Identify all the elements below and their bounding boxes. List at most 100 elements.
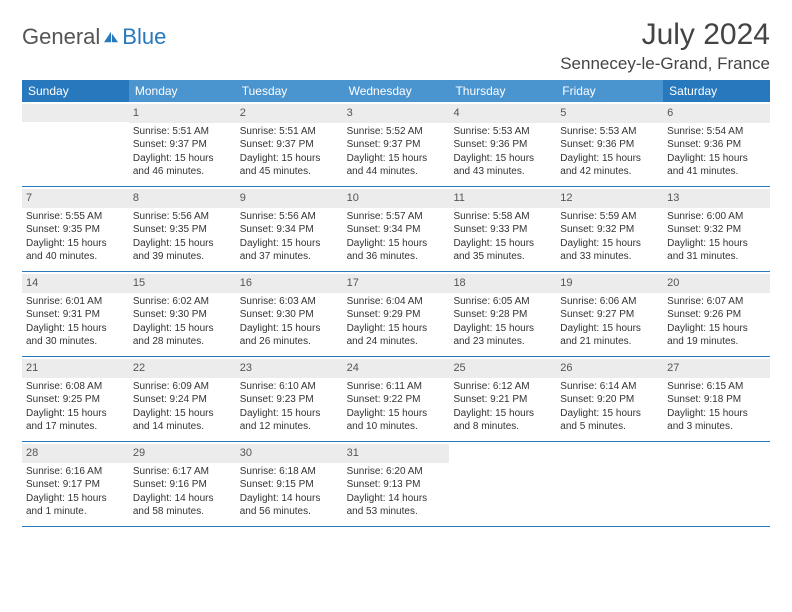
day-number: 25 bbox=[449, 359, 556, 378]
daylight-line: and 21 minutes. bbox=[560, 335, 659, 349]
day-number-empty bbox=[22, 104, 129, 122]
day-number: 23 bbox=[236, 359, 343, 378]
sunrise-line: Sunrise: 6:07 AM bbox=[667, 295, 766, 309]
day-cell: 2Sunrise: 5:51 AMSunset: 9:37 PMDaylight… bbox=[236, 102, 343, 186]
daylight-line: Daylight: 15 hours bbox=[667, 152, 766, 166]
day-number: 28 bbox=[22, 444, 129, 463]
sunset-line: Sunset: 9:30 PM bbox=[133, 308, 232, 322]
month-title: July 2024 bbox=[560, 18, 770, 52]
day-number: 19 bbox=[556, 274, 663, 293]
weekday-header-row: Sunday Monday Tuesday Wednesday Thursday… bbox=[22, 80, 770, 102]
day-number: 31 bbox=[343, 444, 450, 463]
day-number: 14 bbox=[22, 274, 129, 293]
day-number: 6 bbox=[663, 104, 770, 123]
sunrise-line: Sunrise: 6:14 AM bbox=[560, 380, 659, 394]
sunset-line: Sunset: 9:15 PM bbox=[240, 478, 339, 492]
day-cell bbox=[663, 442, 770, 526]
day-cell: 3Sunrise: 5:52 AMSunset: 9:37 PMDaylight… bbox=[343, 102, 450, 186]
sunrise-line: Sunrise: 6:00 AM bbox=[667, 210, 766, 224]
day-cell bbox=[556, 442, 663, 526]
logo-text-blue: Blue bbox=[122, 24, 166, 50]
daylight-line: Daylight: 15 hours bbox=[667, 322, 766, 336]
sunset-line: Sunset: 9:36 PM bbox=[667, 138, 766, 152]
daylight-line: Daylight: 15 hours bbox=[667, 407, 766, 421]
day-cell: 19Sunrise: 6:06 AMSunset: 9:27 PMDayligh… bbox=[556, 272, 663, 356]
week-row: 1Sunrise: 5:51 AMSunset: 9:37 PMDaylight… bbox=[22, 102, 770, 187]
daylight-line: and 19 minutes. bbox=[667, 335, 766, 349]
daylight-line: and 23 minutes. bbox=[453, 335, 552, 349]
sunset-line: Sunset: 9:34 PM bbox=[347, 223, 446, 237]
sunrise-line: Sunrise: 6:08 AM bbox=[26, 380, 125, 394]
sunset-line: Sunset: 9:27 PM bbox=[560, 308, 659, 322]
daylight-line: and 37 minutes. bbox=[240, 250, 339, 264]
sunrise-line: Sunrise: 5:56 AM bbox=[133, 210, 232, 224]
day-cell: 25Sunrise: 6:12 AMSunset: 9:21 PMDayligh… bbox=[449, 357, 556, 441]
sunrise-line: Sunrise: 6:02 AM bbox=[133, 295, 232, 309]
day-number: 24 bbox=[343, 359, 450, 378]
sunrise-line: Sunrise: 5:52 AM bbox=[347, 125, 446, 139]
daylight-line: and 56 minutes. bbox=[240, 505, 339, 519]
day-number: 11 bbox=[449, 189, 556, 208]
day-number: 10 bbox=[343, 189, 450, 208]
week-row: 14Sunrise: 6:01 AMSunset: 9:31 PMDayligh… bbox=[22, 272, 770, 357]
day-cell: 12Sunrise: 5:59 AMSunset: 9:32 PMDayligh… bbox=[556, 187, 663, 271]
daylight-line: and 3 minutes. bbox=[667, 420, 766, 434]
week-row: 7Sunrise: 5:55 AMSunset: 9:35 PMDaylight… bbox=[22, 187, 770, 272]
location-label: Sennecey-le-Grand, France bbox=[560, 54, 770, 74]
sunrise-line: Sunrise: 5:54 AM bbox=[667, 125, 766, 139]
day-cell: 8Sunrise: 5:56 AMSunset: 9:35 PMDaylight… bbox=[129, 187, 236, 271]
daylight-line: Daylight: 15 hours bbox=[240, 152, 339, 166]
sunrise-line: Sunrise: 6:11 AM bbox=[347, 380, 446, 394]
day-cell: 30Sunrise: 6:18 AMSunset: 9:15 PMDayligh… bbox=[236, 442, 343, 526]
day-number: 7 bbox=[22, 189, 129, 208]
day-number: 1 bbox=[129, 104, 236, 123]
sunrise-line: Sunrise: 6:10 AM bbox=[240, 380, 339, 394]
sunset-line: Sunset: 9:28 PM bbox=[453, 308, 552, 322]
sunrise-line: Sunrise: 5:51 AM bbox=[133, 125, 232, 139]
sunrise-line: Sunrise: 6:06 AM bbox=[560, 295, 659, 309]
daylight-line: Daylight: 15 hours bbox=[347, 152, 446, 166]
day-number: 13 bbox=[663, 189, 770, 208]
sunset-line: Sunset: 9:20 PM bbox=[560, 393, 659, 407]
sunset-line: Sunset: 9:37 PM bbox=[347, 138, 446, 152]
daylight-line: Daylight: 15 hours bbox=[667, 237, 766, 251]
day-number: 16 bbox=[236, 274, 343, 293]
daylight-line: and 45 minutes. bbox=[240, 165, 339, 179]
day-number: 29 bbox=[129, 444, 236, 463]
day-number: 26 bbox=[556, 359, 663, 378]
daylight-line: Daylight: 15 hours bbox=[560, 407, 659, 421]
sunrise-line: Sunrise: 5:53 AM bbox=[560, 125, 659, 139]
day-cell: 9Sunrise: 5:56 AMSunset: 9:34 PMDaylight… bbox=[236, 187, 343, 271]
sunset-line: Sunset: 9:16 PM bbox=[133, 478, 232, 492]
sunrise-line: Sunrise: 5:53 AM bbox=[453, 125, 552, 139]
daylight-line: and 14 minutes. bbox=[133, 420, 232, 434]
daylight-line: Daylight: 15 hours bbox=[133, 152, 232, 166]
sunset-line: Sunset: 9:37 PM bbox=[240, 138, 339, 152]
day-number: 17 bbox=[343, 274, 450, 293]
daylight-line: and 53 minutes. bbox=[347, 505, 446, 519]
day-number: 4 bbox=[449, 104, 556, 123]
title-block: July 2024 Sennecey-le-Grand, France bbox=[560, 18, 770, 74]
sunset-line: Sunset: 9:33 PM bbox=[453, 223, 552, 237]
daylight-line: and 41 minutes. bbox=[667, 165, 766, 179]
daylight-line: Daylight: 15 hours bbox=[453, 237, 552, 251]
daylight-line: and 5 minutes. bbox=[560, 420, 659, 434]
day-number: 12 bbox=[556, 189, 663, 208]
day-cell: 27Sunrise: 6:15 AMSunset: 9:18 PMDayligh… bbox=[663, 357, 770, 441]
sunset-line: Sunset: 9:32 PM bbox=[560, 223, 659, 237]
daylight-line: and 8 minutes. bbox=[453, 420, 552, 434]
day-cell: 7Sunrise: 5:55 AMSunset: 9:35 PMDaylight… bbox=[22, 187, 129, 271]
daylight-line: and 39 minutes. bbox=[133, 250, 232, 264]
weekday-thursday: Thursday bbox=[449, 80, 556, 102]
day-cell: 5Sunrise: 5:53 AMSunset: 9:36 PMDaylight… bbox=[556, 102, 663, 186]
daylight-line: Daylight: 15 hours bbox=[453, 407, 552, 421]
sunset-line: Sunset: 9:18 PM bbox=[667, 393, 766, 407]
sunrise-line: Sunrise: 6:16 AM bbox=[26, 465, 125, 479]
sunrise-line: Sunrise: 5:57 AM bbox=[347, 210, 446, 224]
daylight-line: Daylight: 15 hours bbox=[133, 322, 232, 336]
weekday-tuesday: Tuesday bbox=[236, 80, 343, 102]
sunrise-line: Sunrise: 6:12 AM bbox=[453, 380, 552, 394]
sunset-line: Sunset: 9:22 PM bbox=[347, 393, 446, 407]
daylight-line: Daylight: 15 hours bbox=[133, 237, 232, 251]
sunrise-line: Sunrise: 6:03 AM bbox=[240, 295, 339, 309]
